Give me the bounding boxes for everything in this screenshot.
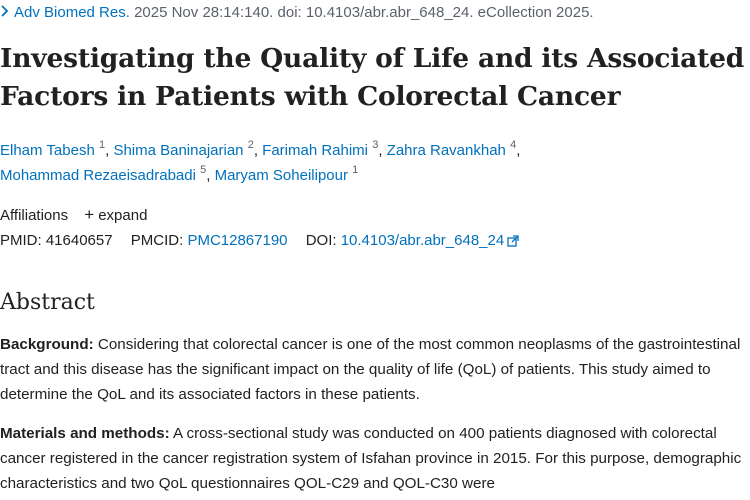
author-link[interactable]: Maryam Soheilipour [214, 167, 348, 184]
pmid-value: 41640657 [45, 232, 113, 249]
affiliations-toggle[interactable]: Affiliations + expand [0, 205, 147, 225]
doi-link[interactable]: 10.4103/abr.abr_648_24 [340, 232, 505, 249]
author-link[interactable]: Elham Tabesh [0, 142, 95, 159]
chevron-right-icon[interactable] [0, 4, 10, 21]
author-affiliation-number[interactable]: 3 [372, 139, 379, 151]
pmcid-link[interactable]: PMC12867190 [187, 232, 288, 249]
author-link[interactable]: Mohammad Rezaeisadrabadi [0, 167, 196, 184]
citation-details: 2025 Nov 28:14:140. doi: 10.4103/abr.abr… [134, 4, 594, 21]
external-link-icon[interactable] [507, 235, 519, 247]
pmid-label: PMID: [0, 232, 42, 249]
affiliations-label: Affiliations [0, 207, 69, 224]
author-link[interactable]: Shima Baninajarian [113, 142, 244, 159]
methods-text: A cross-sectional study was conducted on… [0, 425, 742, 492]
background-label: Background: [0, 336, 94, 353]
identifiers: PMID: 41640657 PMCID: PMC12867190 DOI: 1… [0, 232, 519, 249]
author-list: Elham Tabesh 1, Shima Baninajarian 2, Fa… [0, 139, 521, 185]
abstract-methods: Materials and methods: A cross-sectional… [0, 421, 748, 496]
pmcid-label: PMCID: [130, 232, 184, 249]
doi-label: DOI: [305, 232, 337, 249]
abstract-heading: Abstract [0, 290, 95, 315]
expand-label[interactable]: expand [98, 207, 148, 224]
author-affiliation-number[interactable]: 2 [247, 139, 254, 151]
journal-link[interactable]: Adv Biomed Res. [14, 4, 130, 21]
author-affiliation-number[interactable]: 4 [510, 139, 517, 151]
plus-icon[interactable]: + [84, 205, 95, 224]
methods-label: Materials and methods: [0, 425, 170, 442]
background-text: Considering that colorectal cancer is on… [0, 336, 741, 403]
abstract-background: Background: Considering that colorectal … [0, 332, 748, 407]
author-link[interactable]: Farimah Rahimi [262, 142, 369, 159]
author-affiliation-number[interactable]: 1 [98, 139, 106, 151]
citation-line: Adv Biomed Res. 2025 Nov 28:14:140. doi:… [0, 4, 594, 21]
article-title: Investigating the Quality of Life and it… [0, 43, 745, 112]
author-affiliation-number[interactable]: 5 [200, 164, 207, 176]
author-link[interactable]: Zahra Ravankhah [386, 142, 506, 159]
author-affiliation-number[interactable]: 1 [352, 164, 359, 176]
